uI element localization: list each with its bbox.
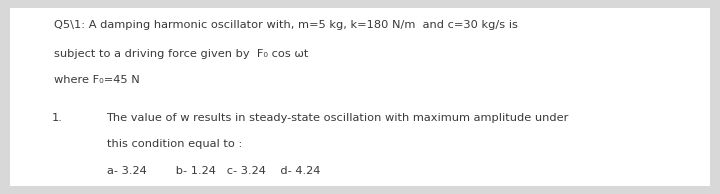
Text: a- 3.24        b- 1.24   c- 3.24    d- 4.24: a- 3.24 b- 1.24 c- 3.24 d- 4.24 bbox=[107, 166, 320, 176]
Text: this condition equal to :: this condition equal to : bbox=[107, 139, 242, 149]
Text: Q5\1: A damping harmonic oscillator with, m=5 kg, k=180 N/m  and c=30 kg/s is: Q5\1: A damping harmonic oscillator with… bbox=[54, 20, 518, 30]
Text: subject to a driving force given by  F₀ cos ωt: subject to a driving force given by F₀ c… bbox=[54, 49, 308, 60]
Text: 1.: 1. bbox=[52, 113, 63, 123]
FancyBboxPatch shape bbox=[10, 8, 710, 186]
Text: The value of w results in steady-state oscillation with maximum amplitude under: The value of w results in steady-state o… bbox=[107, 113, 569, 123]
Text: where F₀=45 N: where F₀=45 N bbox=[54, 75, 140, 85]
